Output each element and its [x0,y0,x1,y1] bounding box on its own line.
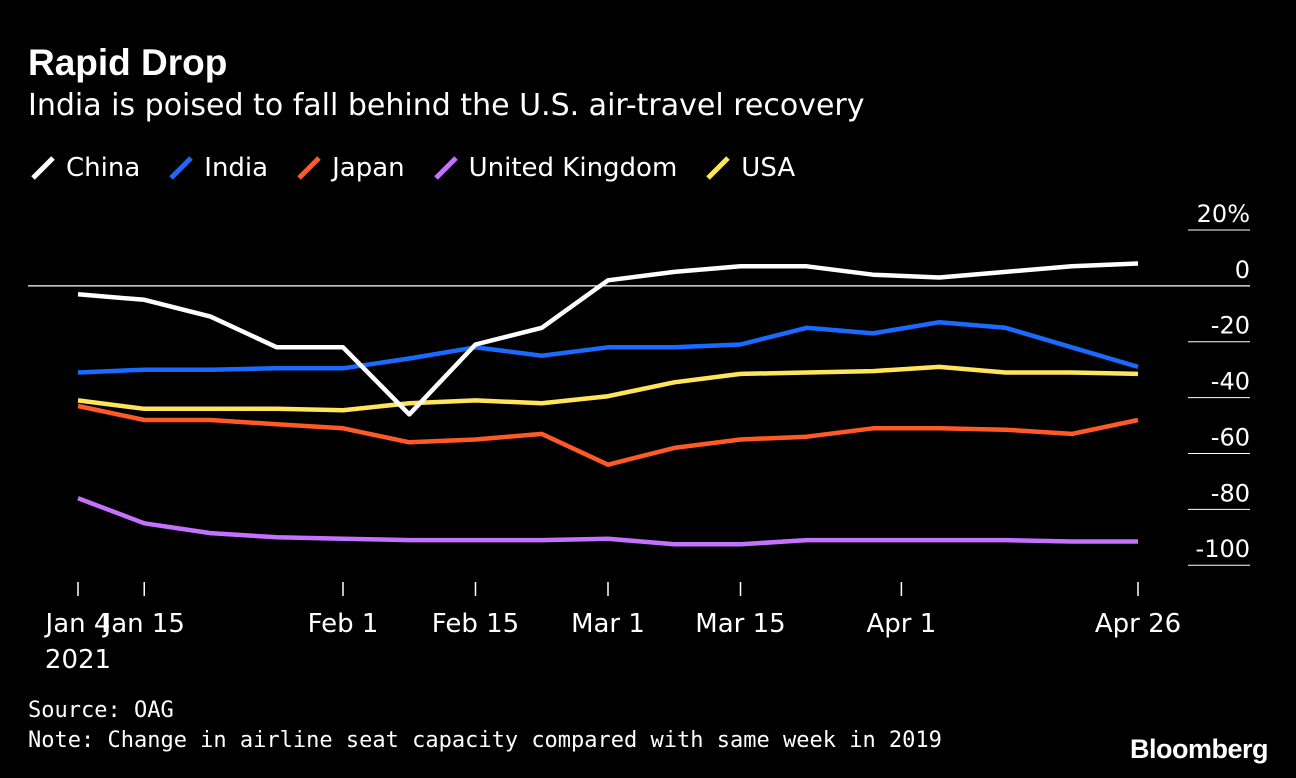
x-tick-label: Mar 15 [695,609,785,639]
chart-title: Rapid Drop [28,42,228,83]
legend: China India Japan United Kingdom USA [28,148,821,188]
x-tick-label: Apr 1 [866,609,936,639]
legend-label-japan: Japan [332,153,405,183]
y-tick-label: -80 [1211,479,1250,507]
x-tick-sublabel: 2021 [45,645,111,675]
x-tick-label: Jan 4 [44,609,111,639]
methodology-note: Note: Change in airline seat capacity co… [28,728,942,753]
y-tick-label: 20% [1197,200,1250,228]
y-tick-label: -100 [1196,535,1250,563]
chart-subtitle: India is poised to fall behind the U.S. … [28,88,865,123]
legend-label-usa: USA [741,153,796,183]
legend-item-usa: USA [703,153,795,183]
y-tick-label: -40 [1211,368,1250,396]
legend-swatch-japan [297,156,321,180]
x-tick-label: Jan 15 [102,609,185,639]
x-tick-label: Apr 26 [1095,609,1181,639]
source-note: Source: OAG [28,698,174,723]
series-line-india [77,319,1139,375]
series-line-china [77,261,1139,417]
y-tick-label: 0 [1235,256,1250,284]
legend-item-united-kingdom: United Kingdom [431,153,678,183]
legend-swatch-india [169,156,194,180]
legend-swatch-united-kingdom [433,156,458,180]
legend-label-china: China [66,153,141,183]
series-line-usa [77,364,1139,413]
bloomberg-logo: Bloomberg [1129,734,1269,764]
y-tick-label: -20 [1211,312,1250,340]
x-tick-label: Feb 1 [308,609,379,639]
legend-item-japan: Japan [294,153,405,183]
legend-item-india: India [166,153,268,183]
legend-item-china: China [28,153,140,183]
legend-label-united-kingdom: United Kingdom [468,153,678,183]
x-tick-label: Mar 1 [571,609,645,639]
legend-swatch-china [31,156,55,180]
x-tick-label: Feb 15 [432,609,519,639]
legend-swatch-usa [706,156,731,180]
y-tick-label: -60 [1211,423,1250,451]
legend-label-india: India [204,153,269,183]
series-line-japan [77,403,1139,467]
series-line-united-kingdom [77,496,1138,547]
